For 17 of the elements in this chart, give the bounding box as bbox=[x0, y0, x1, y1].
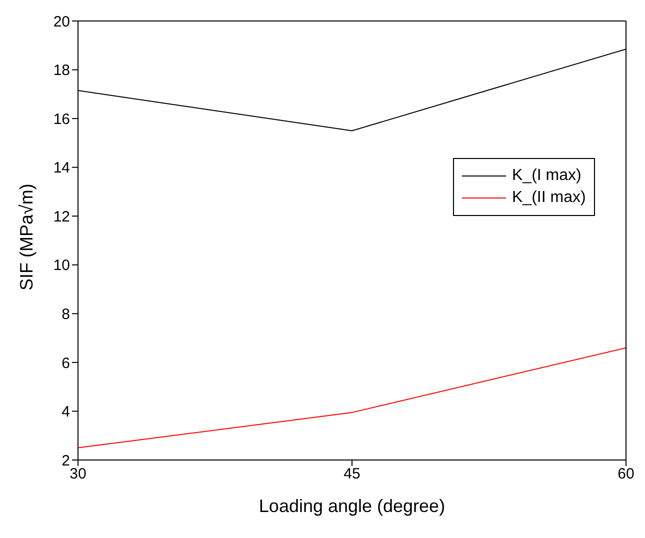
x-tick-label: 45 bbox=[344, 466, 360, 483]
y-axis-title: SIF (MPa√m) bbox=[16, 184, 36, 290]
y-tick-label: 6 bbox=[62, 354, 70, 372]
x-axis-title: Loading angle (degree) bbox=[258, 496, 446, 516]
x-tick-label: 60 bbox=[618, 466, 634, 483]
x-tick-label: 30 bbox=[70, 466, 86, 483]
legend-label: K_(I max) bbox=[512, 167, 582, 185]
y-tick-label: 12 bbox=[53, 208, 70, 226]
y-tick-label: 8 bbox=[62, 306, 70, 323]
legend-label: K_(II max) bbox=[512, 189, 586, 207]
y-tick-label: 18 bbox=[53, 62, 70, 80]
y-tick-label: 14 bbox=[53, 160, 70, 177]
y-tick-label: 10 bbox=[53, 257, 70, 274]
y-tick-label: 2 bbox=[62, 452, 70, 470]
y-tick-label: 4 bbox=[62, 404, 70, 421]
y-tick-label: 16 bbox=[53, 110, 70, 128]
y-tick-label: 20 bbox=[53, 13, 70, 30]
